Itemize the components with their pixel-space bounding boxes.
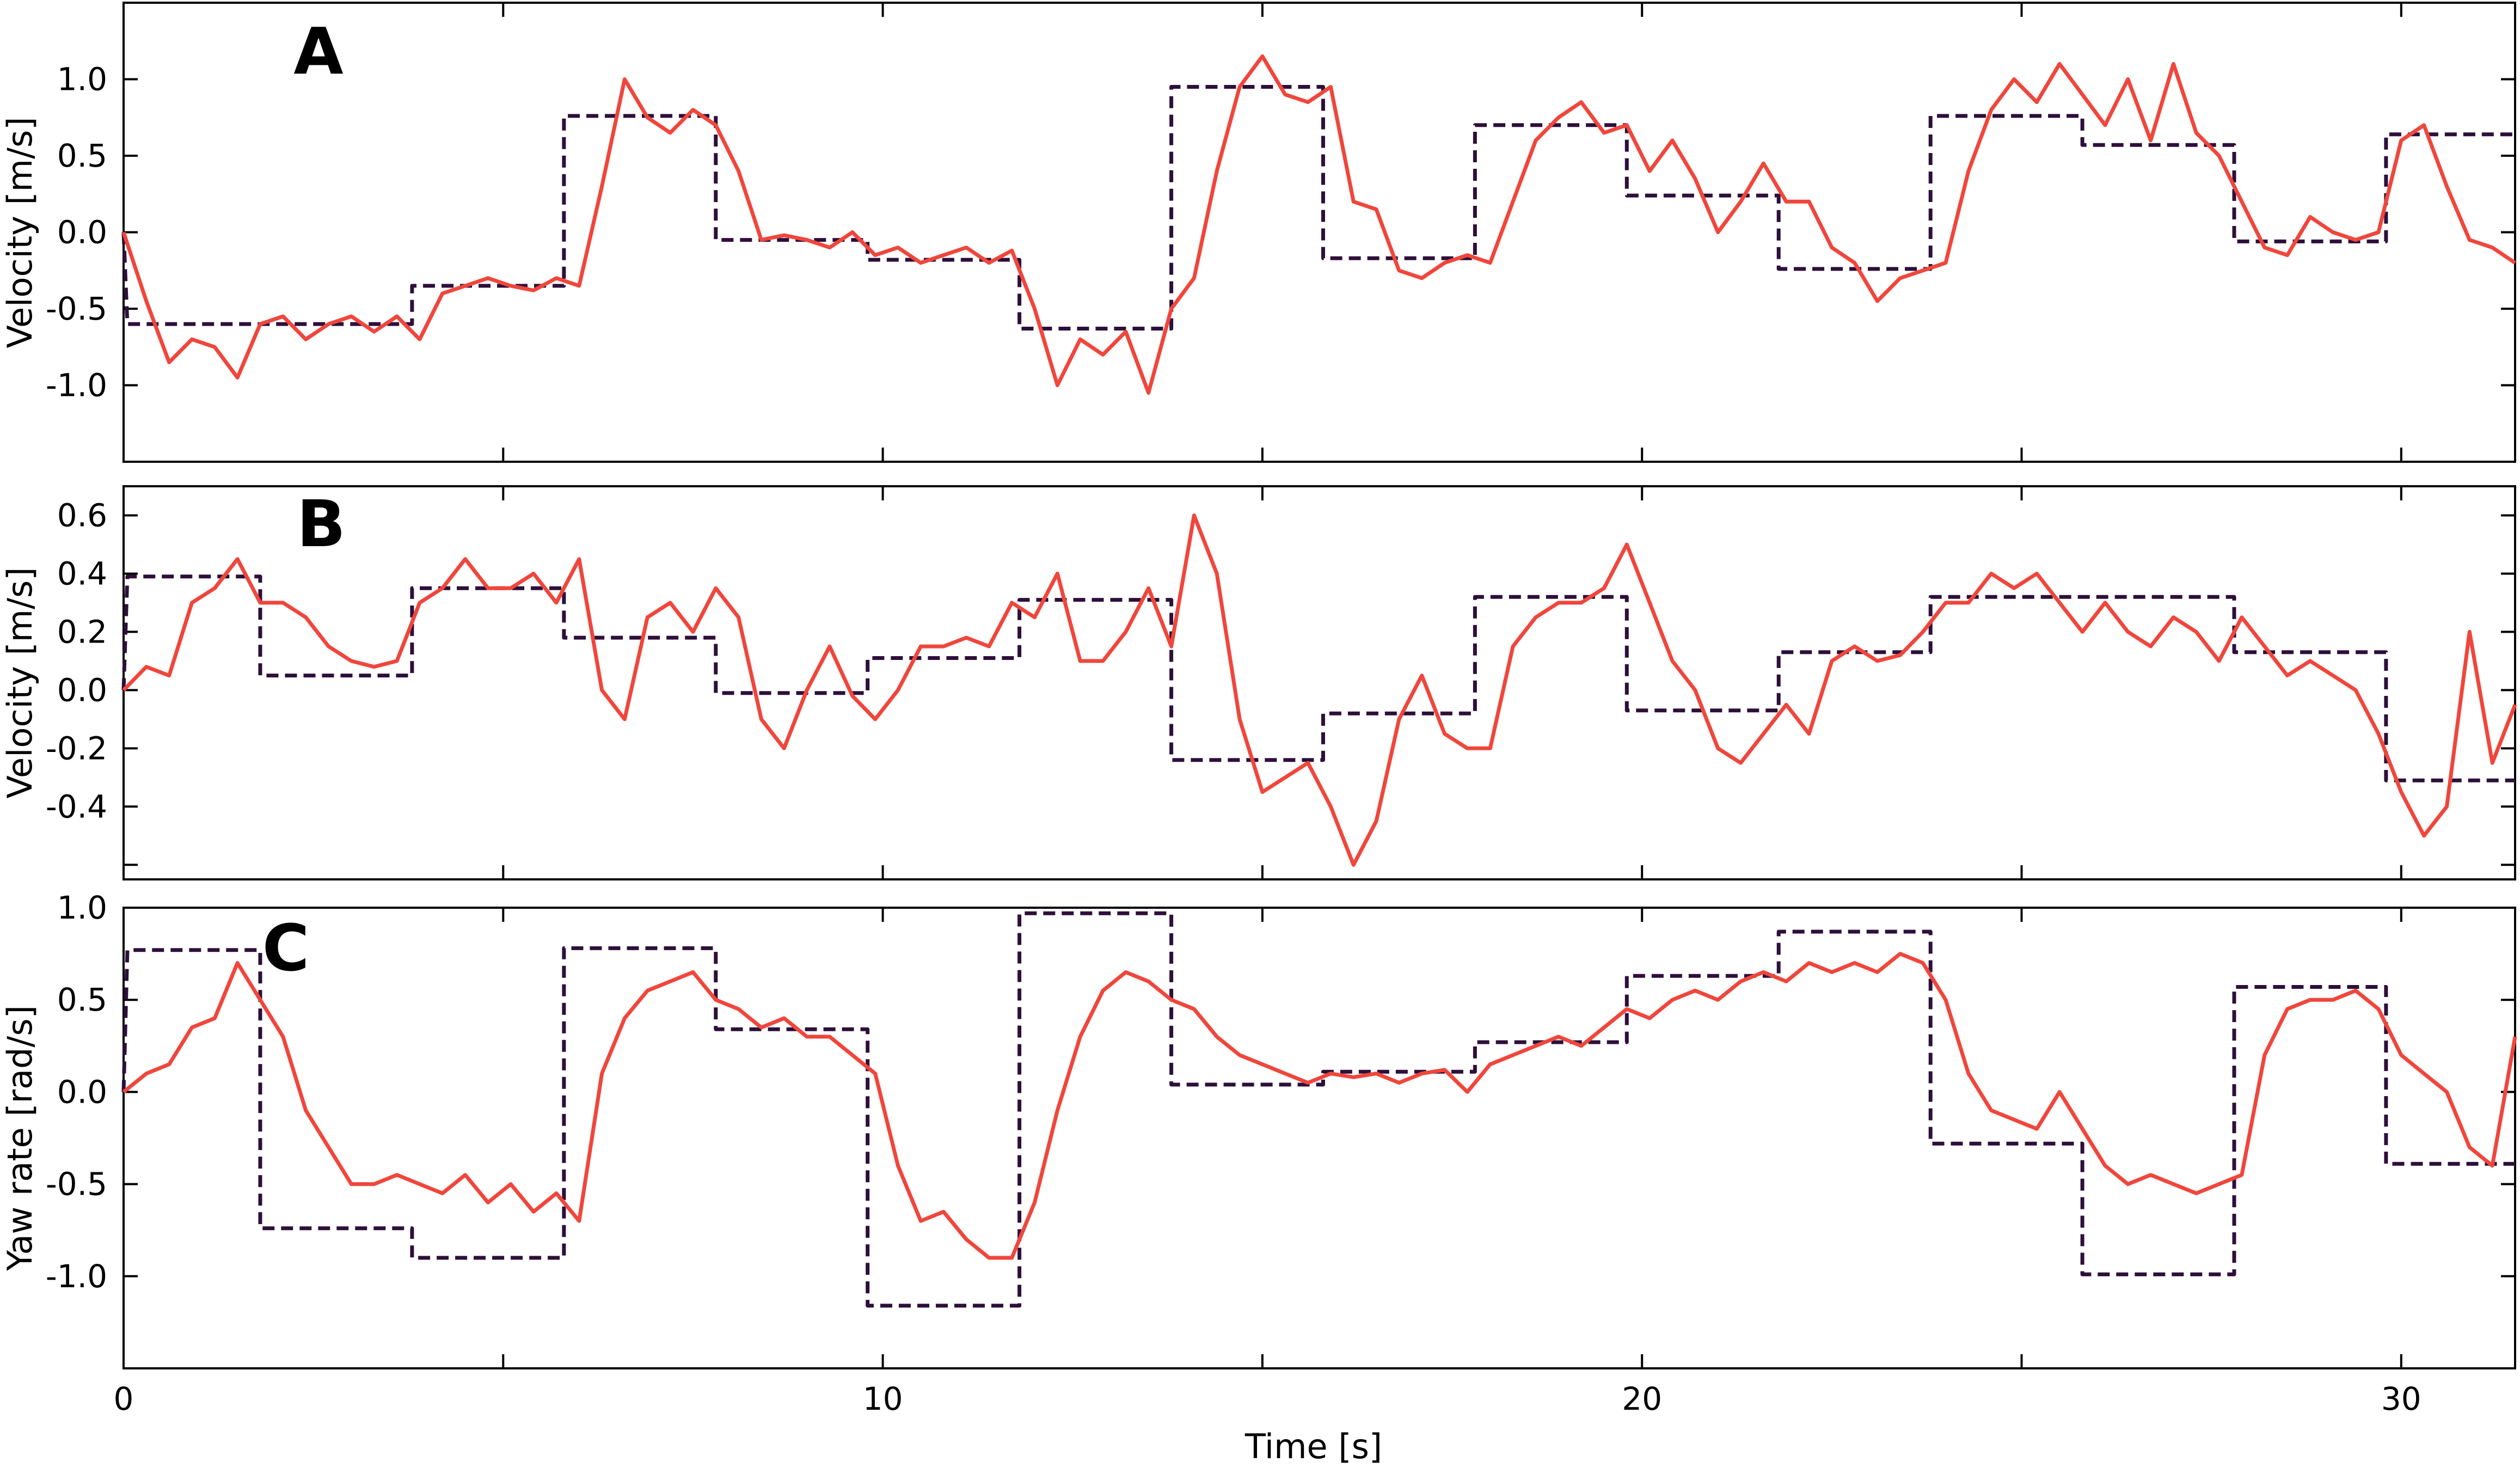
panel-a: -1.0 -0.5 0.0 0.5 1.0 Velocity [m/s] A [0, 2, 2516, 463]
panel-label: B [297, 486, 346, 561]
plot-frame [122, 485, 2516, 880]
y-tick-label: 0.6 [57, 497, 107, 534]
series-measured-line [122, 513, 2517, 867]
panel-c: -1.0 -0.5 0.0 0.5 1.0 0 10 20 30 Yaw rate [rad/s]… [0, 889, 2517, 1417]
x-tick-label: 30 [2381, 1380, 2421, 1417]
series-measured-line [121, 54, 2516, 395]
series-command-line [121, 574, 2515, 782]
y-axis-title: Velocity [m/s] [0, 567, 40, 799]
y-axis-title: Velocity [m/s] [0, 117, 40, 348]
x-tick-label: 20 [1622, 1380, 1662, 1417]
y-tick-label: -0.4 [46, 788, 107, 825]
x-tick-label: 10 [863, 1380, 903, 1417]
y-tick-label: 0.5 [57, 137, 107, 174]
plot-frame [122, 907, 2516, 1369]
y-tick-label: 0.2 [57, 613, 107, 650]
y-tick-label: 1.0 [57, 889, 107, 926]
y-tick-label: 1.0 [57, 61, 107, 98]
panel-label: C [262, 910, 310, 986]
plot-frame [122, 2, 2516, 463]
series-measured-line [122, 952, 2517, 1260]
y-tick-label: -1.0 [46, 367, 107, 404]
y-tick-label: -1.0 [46, 1258, 107, 1295]
y-tick-label: 0.0 [57, 671, 107, 708]
x-tick-label: 0 [114, 1380, 134, 1417]
panel-b: -0.4 -0.2 0.0 0.2 0.4 0.6 Velocity [m/s] B [0, 485, 2517, 880]
panel-label: A [293, 14, 343, 89]
y-tick-label: 0.0 [57, 1073, 107, 1110]
y-tick-label: -0.2 [46, 730, 107, 767]
y-tick-label: 0.0 [57, 214, 107, 251]
y-tick-label: 0.4 [57, 555, 107, 592]
y-axis-title: Yaw rate [rad/s] [0, 1005, 40, 1271]
series-command-line [121, 85, 2515, 331]
y-tick-label: 0.5 [57, 981, 107, 1018]
y-tick-label: -0.5 [46, 290, 107, 327]
y-tick-label: -0.5 [46, 1166, 107, 1203]
series-command-line [121, 911, 2515, 1308]
x-axis-title: Time [s] [1244, 1427, 1382, 1466]
